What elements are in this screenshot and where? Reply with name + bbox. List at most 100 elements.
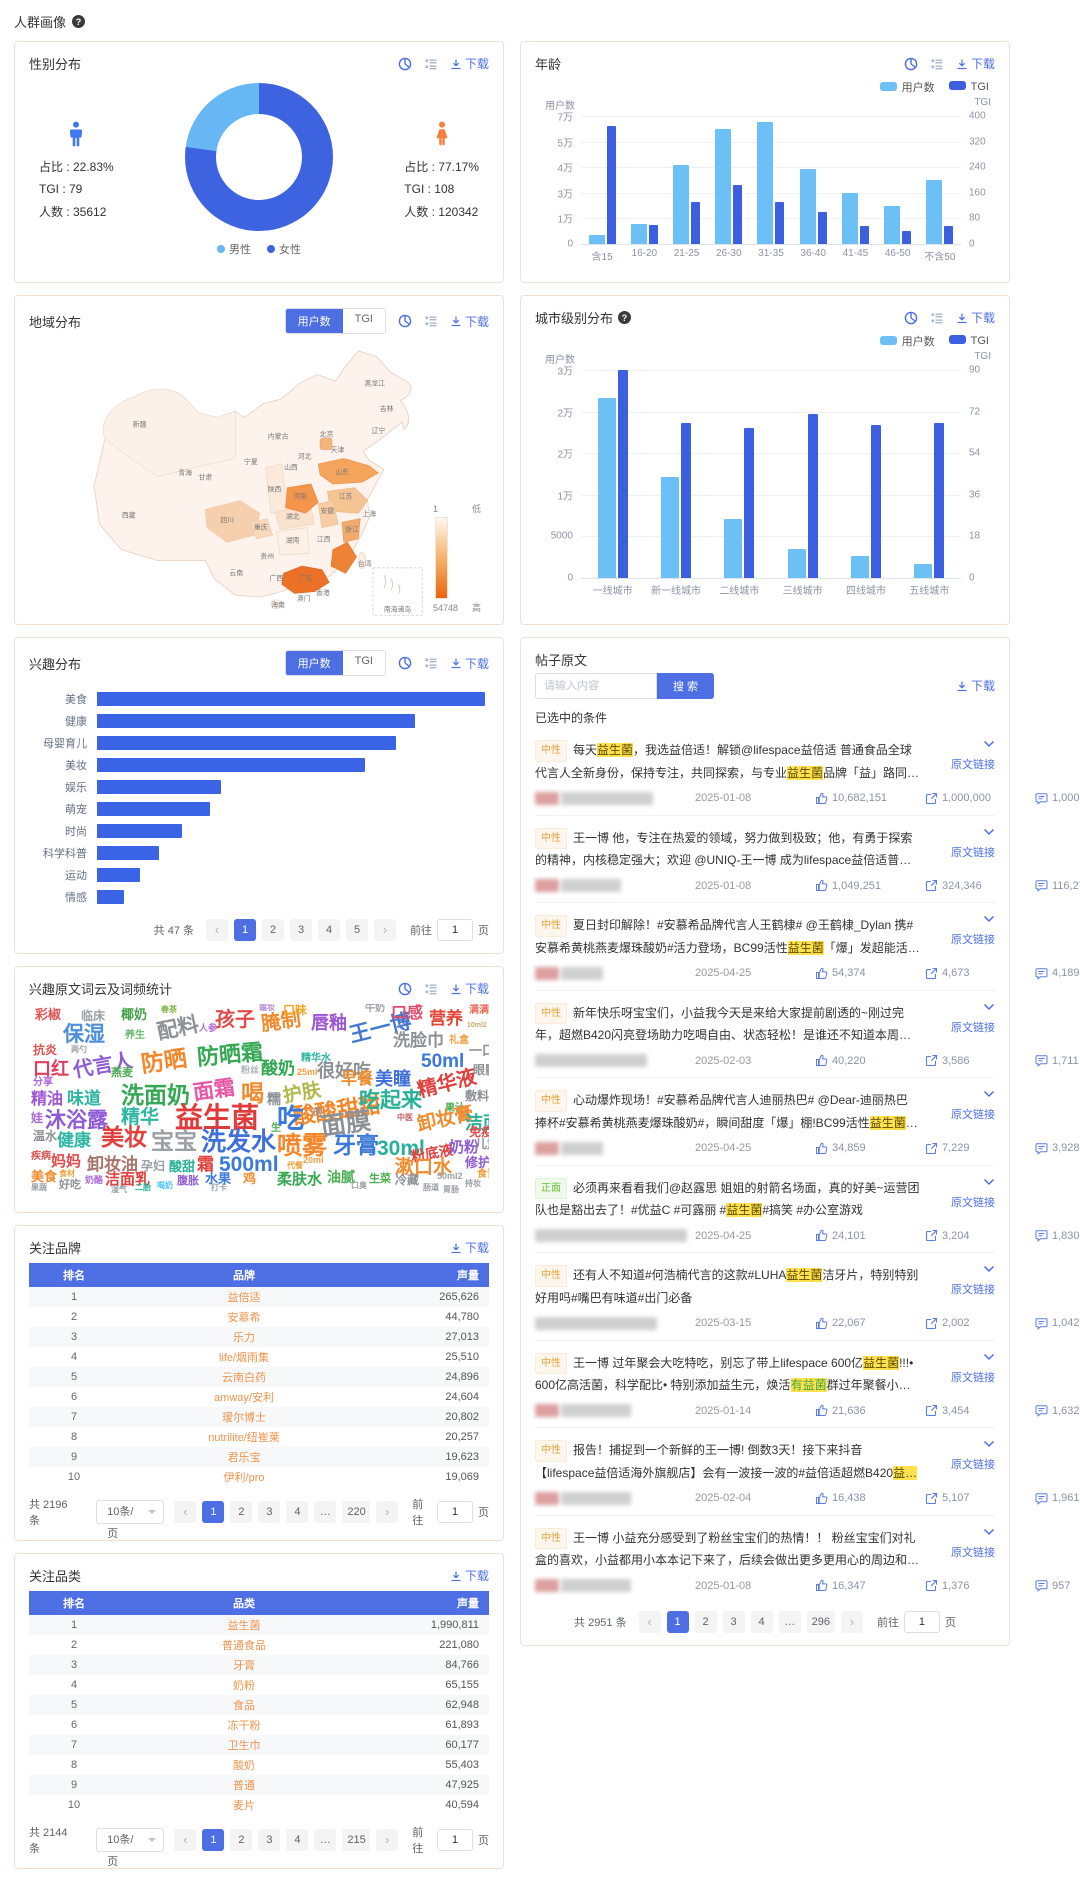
cloud-word[interactable]: 精华 [121, 1107, 160, 1128]
bar-用户数[interactable] [884, 205, 901, 244]
download-button[interactable]: 下载 [450, 313, 489, 330]
province-label-宁夏[interactable]: 宁夏 [244, 457, 258, 466]
name-cell[interactable]: 安慕希 [227, 1312, 261, 1324]
interest-bar[interactable] [97, 890, 125, 904]
table-row[interactable]: 2 安慕希 44,780 [29, 1307, 489, 1327]
repost-count[interactable]: 3,586 [925, 1054, 1035, 1067]
comment-count[interactable]: 3,928 [1035, 1142, 1080, 1155]
cloud-word[interactable]: 眼影 [473, 1063, 489, 1077]
cloud-word[interactable]: 持妆 [465, 1179, 481, 1188]
bar-TGI[interactable] [775, 202, 785, 244]
province-label-甘肃[interactable]: 甘肃 [198, 472, 212, 481]
download-button[interactable]: 下载 [956, 309, 995, 326]
cloud-word[interactable]: 20ml [303, 1155, 324, 1165]
bar-用户数[interactable] [787, 548, 806, 578]
cloud-word[interactable]: 儿童 [475, 1137, 489, 1151]
cloud-word[interactable]: 沐浴露 [45, 1109, 108, 1132]
page-button-215[interactable]: 215 [342, 1829, 371, 1851]
cloud-word[interactable]: 吃 [277, 1104, 304, 1134]
comment-count[interactable]: 1,961 [1035, 1492, 1080, 1505]
name-cell[interactable]: 普通 [119, 1775, 369, 1795]
cloud-word[interactable]: 健康 [57, 1131, 91, 1150]
name-cell[interactable]: 奶粉 [233, 1680, 255, 1692]
download-button[interactable]: 下载 [450, 1239, 489, 1256]
chevron-down-icon[interactable] [983, 740, 995, 748]
name-cell[interactable]: 君乐宝 [119, 1447, 369, 1467]
chevron-down-icon[interactable] [983, 1528, 995, 1536]
table-row[interactable]: 7 卫生巾 60,177 [29, 1735, 489, 1755]
province-label-江西[interactable]: 江西 [317, 535, 331, 543]
cloud-word[interactable]: 代餐 [287, 1161, 303, 1170]
page-button-2[interactable]: 2 [262, 919, 284, 941]
interest-metric-toggle[interactable]: 用户数 TGI [284, 650, 386, 676]
bar-用户数[interactable] [715, 128, 732, 244]
bar-用户数[interactable] [673, 165, 690, 244]
page-button-1[interactable]: 1 [202, 1501, 225, 1523]
cloud-word[interactable]: 鸡 [243, 1171, 257, 1186]
cloud-word[interactable]: 燕麦 [111, 1067, 133, 1079]
repost-count[interactable]: 324,346 [925, 879, 1035, 892]
name-cell[interactable]: 乐力 [119, 1327, 369, 1347]
province-label-新疆[interactable]: 新疆 [133, 420, 147, 429]
bar-TGI[interactable] [606, 125, 616, 244]
bar-TGI[interactable] [744, 427, 755, 578]
bar-用户数[interactable] [597, 397, 616, 578]
like-count[interactable]: 16,438 [815, 1492, 925, 1505]
original-link[interactable]: 原文链接 [951, 1021, 995, 1034]
cloud-word[interactable]: 美瞳 [375, 1069, 411, 1089]
cloud-word[interactable]: 洗面奶 [121, 1082, 190, 1108]
bar-TGI[interactable] [817, 212, 827, 244]
repost-count[interactable]: 1,376 [925, 1579, 1035, 1592]
comment-count[interactable]: 116,276 [1035, 879, 1080, 892]
bar-用户数[interactable] [799, 169, 816, 244]
repost-count[interactable]: 4,673 [925, 967, 1035, 980]
bar-TGI[interactable] [807, 413, 818, 578]
cloud-word[interactable]: 中医 [397, 1113, 413, 1122]
cloud-word[interactable]: 牛奶 [365, 1004, 385, 1014]
province-label-北京[interactable]: 北京 [320, 430, 334, 439]
cloud-word[interactable]: 疾病 [31, 1151, 51, 1162]
table-row[interactable]: 9 普通 47,925 [29, 1775, 489, 1795]
cloud-word[interactable]: 果蔬 [31, 1183, 47, 1192]
page-button-4[interactable]: 4 [286, 1829, 309, 1851]
name-cell[interactable]: 麦片 [233, 1800, 255, 1812]
province-label-陕西[interactable]: 陕西 [268, 484, 282, 493]
like-count[interactable]: 34,859 [815, 1142, 925, 1155]
region-metric-toggle[interactable]: 用户数 TGI [284, 308, 386, 334]
table-row[interactable]: 5 云南白药 24,896 [29, 1367, 489, 1387]
cloud-word[interactable]: 粉丝 [241, 1065, 260, 1075]
post-search-button[interactable]: 搜 索 [657, 673, 715, 699]
cloud-word[interactable]: 50ml2 [437, 1171, 463, 1181]
original-link[interactable]: 原文链接 [951, 846, 995, 859]
table-row[interactable]: 10 伊利/pro 19,069 [29, 1467, 489, 1487]
chevron-down-icon[interactable] [983, 1003, 995, 1011]
cloud-word[interactable]: 500ml [219, 1153, 279, 1176]
province-label-湖北[interactable]: 湖北 [286, 512, 300, 521]
cloud-word[interactable]: 口味 [283, 1004, 308, 1017]
name-cell[interactable]: 普通食品 [222, 1640, 266, 1652]
page-button-1[interactable]: 1 [202, 1829, 225, 1851]
table-row[interactable]: 3 乐力 27,013 [29, 1327, 489, 1347]
gender-donut-chart[interactable] [185, 83, 333, 231]
page-button-3[interactable]: 3 [722, 1611, 745, 1633]
list-view-icon[interactable] [424, 656, 438, 670]
page-button-4[interactable]: 4 [318, 919, 340, 941]
chevron-down-icon[interactable] [983, 1178, 995, 1186]
like-count[interactable]: 1,049,251 [815, 879, 925, 892]
page-button-220[interactable]: 220 [342, 1501, 371, 1523]
cloud-word[interactable]: 口感 [391, 1005, 424, 1022]
bar-用户数[interactable] [660, 477, 679, 578]
cloud-word[interactable]: 一口 [469, 1043, 489, 1058]
table-row[interactable]: 9 君乐宝 19,623 [29, 1447, 489, 1467]
bar-TGI[interactable] [902, 231, 912, 244]
cloud-word[interactable]: 湿气 [111, 1185, 127, 1194]
chevron-down-icon[interactable] [983, 1265, 995, 1273]
bar-用户数[interactable] [841, 192, 858, 244]
legend-female[interactable]: 女性 [267, 241, 301, 257]
next-page-button[interactable]: › [376, 1829, 399, 1851]
name-cell[interactable]: nutrilite/纽崔莱 [208, 1432, 280, 1444]
interest-bar[interactable] [97, 824, 183, 838]
page-button-2[interactable]: 2 [230, 1501, 253, 1523]
cloud-word[interactable]: 喝奶 [157, 1181, 173, 1190]
cloud-word[interactable]: 奶酪 [85, 1175, 104, 1185]
